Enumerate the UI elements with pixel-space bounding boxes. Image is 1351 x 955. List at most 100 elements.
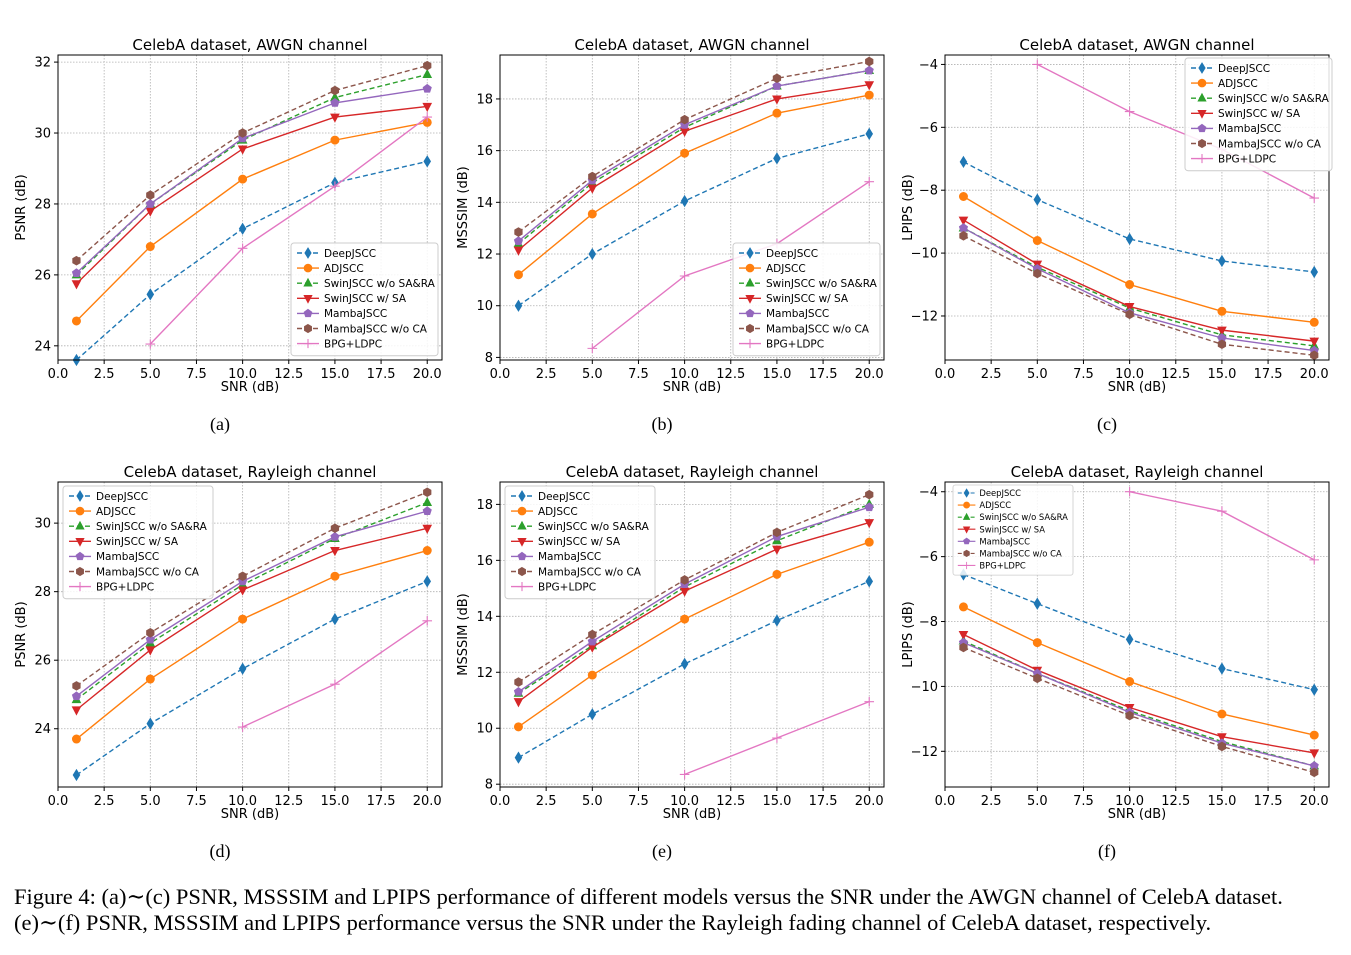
data-point [72,768,81,782]
legend-label: SwinJSCC w/ SA [324,293,407,305]
legend-label: SwinJSCC w/ SA [766,293,849,305]
x-tick-label: 17.5 [367,794,396,809]
legend-item-bpg-ldpc: BPG+LDPC [739,338,824,350]
data-point [145,242,155,252]
series-deepjscc [514,127,874,312]
legend-box [1184,57,1333,172]
y-axis-label: LPIPS (dB) [901,601,916,667]
legend-marker [962,512,971,520]
data-point [587,209,597,219]
y-tick-label: −12 [911,745,938,760]
legend-label: ADJSCC [96,506,136,518]
chart-title: CelebA dataset, AWGN channel [574,36,809,54]
x-tick-label: 12.5 [274,367,303,382]
x-tick-label: 7.5 [1073,367,1094,382]
data-point [513,687,524,696]
y-tick-label: −10 [911,247,938,262]
data-point [1217,506,1227,517]
series-bpg-ldpc [1124,486,1320,565]
data-point [959,155,968,169]
y-tick-label: 16 [476,144,493,159]
data-point [145,339,156,349]
data-point [330,113,340,123]
series-swinjscc-w-sa [71,524,433,716]
data-point [1218,254,1226,268]
subfigure-label: (d) [210,841,231,862]
y-axis-label: PSNR (dB) [14,601,29,667]
x-tick-label: 0.0 [490,794,511,809]
data-point [71,280,82,290]
y-tick-label: 24 [34,722,51,737]
series-adjscc [71,546,432,744]
plot-frame [57,54,443,361]
x-tick-label: 15.0 [762,794,791,809]
data-point [772,733,782,743]
y-tick-label: 30 [34,517,51,532]
chart-panel-e: 0.0 2.5 5.0 7.5 10.0 12.5 15.0 17.5 20.0 8 10 12 14 1… [456,463,885,862]
series-swinjscc-w-sa [958,216,1320,347]
data-point [330,85,340,96]
x-tick-label: 17.5 [1254,367,1283,382]
legend: DeepJSCC ADJSCC SwinJSCC w/o SA&RA SwinJSCC… [504,485,656,600]
chart-title: CelebA dataset, Rayleigh channel [1011,463,1264,481]
x-tick-label: 5.0 [140,794,161,809]
data-point [72,255,81,266]
legend-item-bpg-ldpc: BPG+LDPC [511,581,596,593]
legend-box [62,485,214,600]
legend-item-mambajscc-w-o-ca: MambaJSCC w/o CA [957,548,1062,558]
data-point [238,222,247,235]
legend-item-swinjscc-w-o-sa-ra: SwinJSCC w/o SA&RA [297,277,436,290]
data-point [864,81,875,91]
legend-marker [962,526,971,534]
series-swinjscc-w-o-sa-ra [958,222,1320,350]
x-tick-label: 5.0 [1027,794,1048,809]
series-line-swinjscc-w-sa [963,219,1315,342]
y-tick-label: 12 [476,248,493,263]
y-tick-label: 8 [485,778,493,793]
legend-marker [1197,154,1207,164]
y-tick-label: 14 [476,610,493,625]
data-point [864,502,874,512]
data-point [422,546,432,556]
legend-label: DeepJSCC [538,491,590,503]
series-swinjscc-w-sa [71,102,433,290]
series-adjscc [513,90,874,280]
caption-line-2: (e)∼(f) PSNR, MSSSIM and LPIPS performan… [14,910,1212,935]
series-mambajscc-w-o-ca [72,60,432,266]
legend-item-swinjscc-w-o-sa-ra: SwinJSCC w/o SA&RA [739,277,878,290]
legend-item-adjscc: ADJSCC [511,506,578,518]
series-line-mambajscc [518,69,870,242]
data-point [772,81,782,90]
legend: DeepJSCC ADJSCC SwinJSCC w/o SA&RA SwinJSCC… [290,242,439,357]
data-point [1309,730,1319,740]
legend-marker [75,520,85,530]
legend-label: ADJSCC [324,263,364,275]
chart-panel-d: 0.0 2.5 5.0 7.5 10.0 12.5 15.0 17.5 20.0 24 26 28 30… [14,463,443,862]
data-point [1032,638,1042,648]
legend-label: SwinJSCC w/ SA [96,536,179,548]
data-point [513,246,524,256]
y-tick-label: 32 [34,56,51,71]
y-tick-label: −6 [919,121,938,136]
chart-title: CelebA dataset, AWGN channel [1019,36,1254,54]
data-point [1124,303,1135,313]
x-axis-label: SNR (dB) [1108,807,1166,822]
data-point [330,532,340,541]
legend-label: SwinJSCC w/ SA [538,536,621,548]
series-line-bpg-ldpc [149,116,428,345]
y-tick-label: 28 [34,585,51,600]
x-tick-label: 12.5 [1161,794,1190,809]
legend-marker [745,308,755,318]
x-tick-label: 5.0 [582,794,603,809]
x-tick-label: 20.0 [855,794,884,809]
plot-frame [944,481,1330,788]
legend-marker [304,247,312,259]
chart-title: CelebA dataset, AWGN channel [132,36,367,54]
data-point [330,571,340,581]
data-point [514,299,523,312]
data-point [1125,677,1135,687]
data-point [587,636,597,646]
data-point [679,127,690,137]
chart-panel-b: 0.0 2.5 5.0 7.5 10.0 12.5 15.0 17.5 20.0 8 10 12 14 1… [456,36,885,435]
legend-label: ADJSCC [1218,78,1258,90]
